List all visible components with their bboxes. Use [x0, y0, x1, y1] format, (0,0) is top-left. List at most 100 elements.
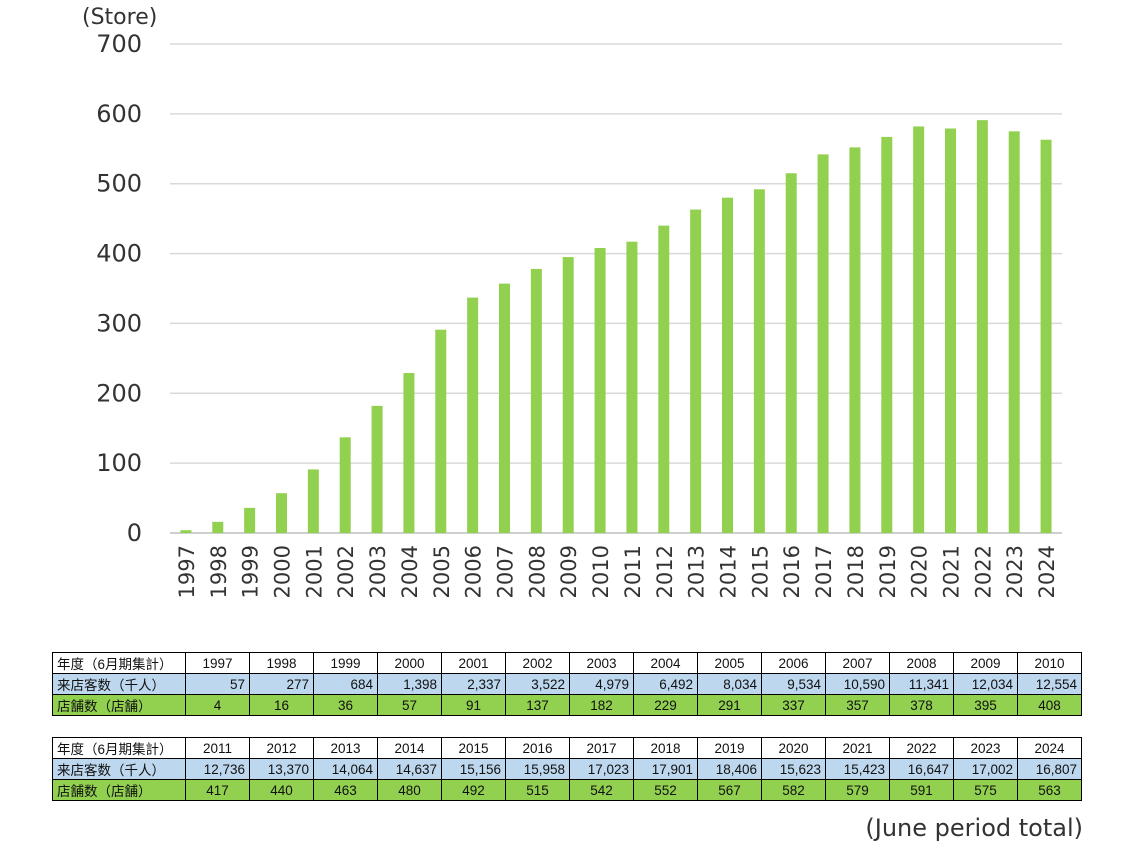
bar-2015: [753, 189, 765, 533]
x-tick-label: 2005: [430, 545, 454, 598]
bar-2003: [371, 405, 383, 533]
data-table-1997-2010: 年度（6月期集計） 1997 1998 1999 2000 2001 2002 2003 200…: [52, 652, 1082, 716]
y-tick-label: 600: [96, 100, 142, 128]
x-tick-label: 2009: [557, 545, 581, 598]
bar-2019: [881, 136, 893, 533]
stores-cell: 515: [505, 779, 570, 801]
y-tick-label: 700: [96, 30, 142, 58]
y-tick-label: 400: [96, 240, 142, 268]
stores-row-header: 店舗数（店舗）: [52, 694, 186, 716]
year-cell: 1997: [185, 652, 250, 674]
x-tick-label: 2012: [653, 545, 677, 598]
bar-1999: [244, 507, 256, 533]
stores-cell: 357: [825, 694, 890, 716]
x-tick-label: 1999: [239, 545, 263, 598]
year-cell: 2016: [505, 737, 570, 759]
stores-cell: 408: [1017, 694, 1082, 716]
stores-cell: 4: [185, 694, 250, 716]
bar-2017: [817, 154, 829, 534]
visitors-cell: 11,341: [889, 673, 954, 695]
y-tick-label: 100: [96, 449, 142, 477]
visitors-row-header: 来店客数（千人）: [52, 758, 186, 780]
year-cell: 2010: [1017, 652, 1082, 674]
x-tick-label: 2023: [1003, 545, 1027, 598]
year-cell: 2024: [1017, 737, 1082, 759]
stores-cell: 591: [889, 779, 954, 801]
x-tick-label: 2004: [398, 545, 422, 598]
visitors-cell: 14,064: [313, 758, 378, 780]
x-tick-label: 2021: [940, 545, 964, 598]
year-cell: 2008: [889, 652, 954, 674]
bar-2014: [722, 197, 733, 533]
year-cell: 2004: [633, 652, 698, 674]
y-tick-label: 500: [96, 170, 142, 198]
year-cell: 2019: [697, 737, 762, 759]
year-cell: 2009: [953, 652, 1018, 674]
year-cell: 2017: [569, 737, 634, 759]
year-cell: 2012: [249, 737, 314, 759]
visitors-cell: 16,807: [1017, 758, 1082, 780]
year-cell: 2013: [313, 737, 378, 759]
visitors-cell: 8,034: [697, 673, 762, 695]
stores-cell: 463: [313, 779, 378, 801]
stores-cell: 378: [889, 694, 954, 716]
visitors-cell: 10,590: [825, 673, 890, 695]
bar-2006: [467, 297, 479, 533]
x-tick-label: 2006: [462, 545, 486, 598]
bar-2009: [562, 257, 574, 533]
stores-cell: 579: [825, 779, 890, 801]
bar-2001: [307, 469, 319, 533]
bar-1998: [212, 521, 224, 533]
year-row-header: 年度（6月期集計）: [52, 652, 186, 674]
stores-cell: 182: [569, 694, 634, 716]
visitors-cell: 57: [185, 673, 250, 695]
x-tick-label: 2000: [271, 545, 295, 598]
gridlines: [170, 43, 1062, 534]
stores-cell: 575: [953, 779, 1018, 801]
x-tick-label: 1997: [175, 545, 199, 598]
x-tick-label: 2024: [1035, 545, 1059, 598]
year-cell: 2007: [825, 652, 890, 674]
bar-2022: [976, 120, 988, 533]
bar-2018: [849, 147, 861, 534]
bar-2002: [339, 437, 351, 533]
visitors-cell: 12,034: [953, 673, 1018, 695]
visitors-cell: 684: [313, 673, 378, 695]
y-tick-label: 200: [96, 379, 142, 407]
x-tick-label: 2007: [494, 545, 518, 598]
bar-2016: [785, 173, 797, 533]
year-cell: 2020: [761, 737, 826, 759]
visitors-row: 来店客数（千人） 12,736 13,370 14,064 14,637 15,156 15…: [52, 758, 1082, 780]
year-row: 年度（6月期集計） 1997 1998 1999 2000 2001 2002 2003 200…: [52, 652, 1082, 674]
x-tick-label: 2022: [971, 545, 995, 598]
x-tick-label: 1998: [207, 545, 231, 598]
visitors-cell: 2,337: [441, 673, 506, 695]
x-tick-label: 2010: [589, 545, 613, 598]
visitors-cell: 18,406: [697, 758, 762, 780]
bar-2021: [945, 128, 956, 533]
year-cell: 2021: [825, 737, 890, 759]
year-cell: 2005: [697, 652, 762, 674]
x-tick-label: 2013: [685, 545, 709, 598]
x-tick-label: 2002: [334, 545, 358, 598]
x-axis-ticks: 1997 1998 1999 2000 2001 2002 2003 2004 2005 2006…: [175, 545, 1059, 598]
stores-cell: 582: [761, 779, 826, 801]
bar-2008: [530, 268, 542, 533]
stores-cell: 91: [441, 694, 506, 716]
year-cell: 2018: [633, 737, 698, 759]
visitors-cell: 3,522: [505, 673, 570, 695]
visitors-cell: 17,901: [633, 758, 698, 780]
year-cell: 1999: [313, 652, 378, 674]
x-tick-label: 2014: [717, 545, 741, 598]
visitors-row: 来店客数（千人） 57 277 684 1,398 2,337 3,522 4,979 6,49…: [52, 673, 1082, 695]
bar-2024: [1040, 139, 1052, 533]
visitors-cell: 15,156: [441, 758, 506, 780]
y-axis-unit-label: (Store): [82, 5, 157, 30]
bars: [180, 120, 1052, 534]
bar-2007: [499, 283, 510, 533]
visitors-cell: 4,979: [569, 673, 634, 695]
stores-cell: 542: [569, 779, 634, 801]
footnote: (June period total): [865, 814, 1083, 842]
stores-row: 店舗数（店舗） 417 440 463 480 492 515 542 552 567 582 579…: [52, 779, 1082, 801]
